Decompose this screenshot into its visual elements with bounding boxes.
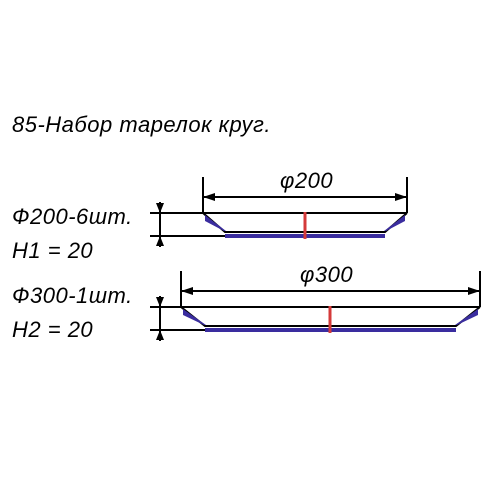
plate1-body: [203, 212, 407, 239]
technical-drawing: [0, 0, 500, 500]
plate2-body: [181, 306, 480, 333]
plate1-dimension: [203, 177, 407, 213]
plate2-dimension: [181, 271, 480, 307]
